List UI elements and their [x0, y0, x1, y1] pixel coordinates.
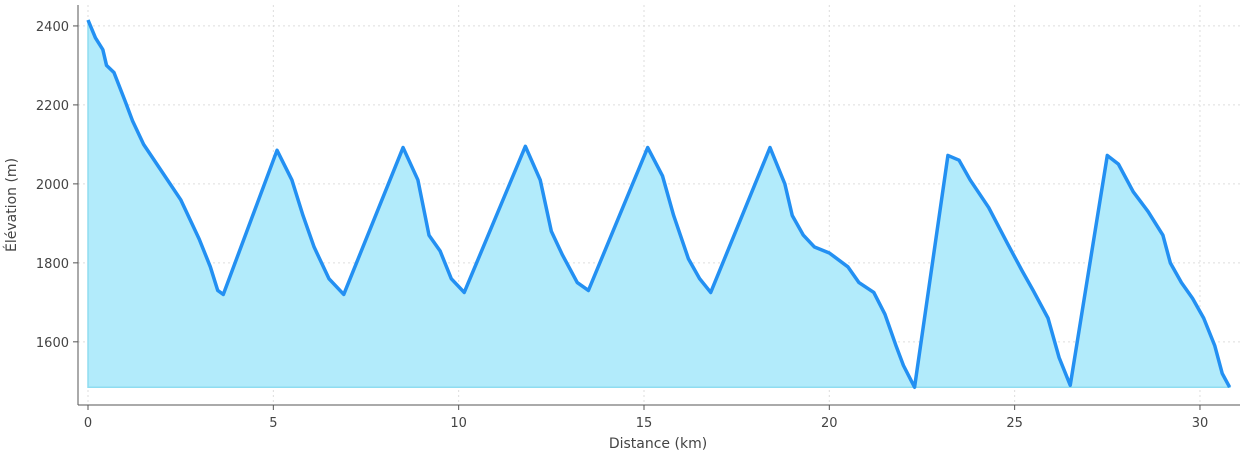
x-tick-label: 25 — [1006, 416, 1023, 431]
area-fill — [87, 19, 1231, 390]
x-tick-label: 5 — [269, 416, 277, 431]
x-tick-label: 10 — [450, 416, 467, 431]
y-tick-label: 2200 — [36, 99, 69, 114]
x-tick-label: 30 — [1192, 416, 1209, 431]
y-tick-label: 2400 — [36, 20, 69, 35]
y-tick-label: 2000 — [36, 178, 69, 193]
y-tick-label: 1800 — [36, 257, 69, 272]
line — [86, 19, 1232, 389]
x-tick-label: 20 — [821, 416, 838, 431]
x-axis-label: Distance (km) — [609, 436, 707, 452]
y-axis-label: Élévation (m) — [3, 158, 20, 252]
y-tick-label: 1600 — [36, 336, 69, 351]
x-tick-label: 15 — [636, 416, 653, 431]
x-tick-label: 0 — [84, 416, 92, 431]
